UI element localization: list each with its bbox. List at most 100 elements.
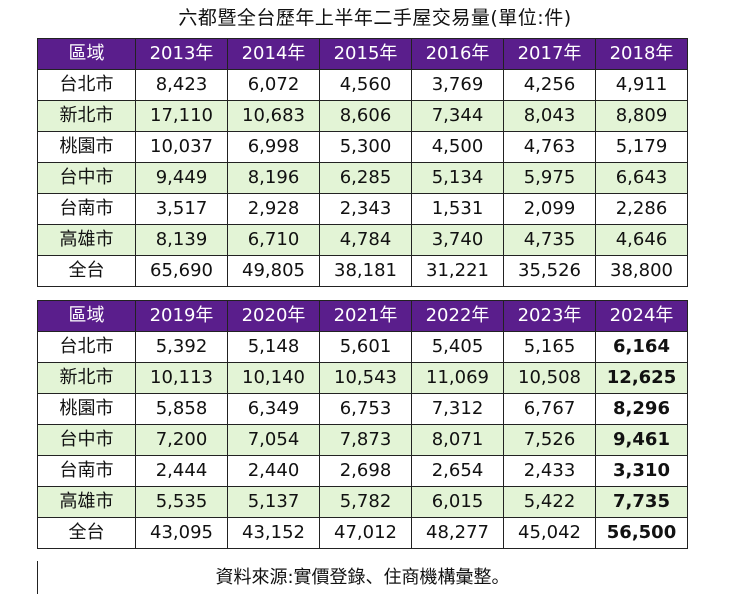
table-row: 新北市 17,110 10,683 8,606 7,344 8,043 8,809 bbox=[37, 100, 688, 132]
value-cell: 5,148 bbox=[227, 331, 320, 363]
transactions-table-2019-2024: 區域 2019年 2020年 2021年 2022年 2023年 2024年 台北市 5,39… bbox=[37, 300, 688, 549]
value-cell: 35,526 bbox=[503, 255, 596, 287]
value-cell: 2,444 bbox=[135, 455, 228, 487]
value-cell: 2,698 bbox=[319, 455, 412, 487]
table-header-row: 區域 2013年 2014年 2015年 2016年 2017年 2018年 bbox=[37, 38, 688, 70]
value-cell: 6,753 bbox=[319, 393, 412, 425]
value-cell: 8,043 bbox=[503, 100, 596, 132]
value-cell: 4,560 bbox=[319, 69, 412, 101]
year-column-header: 2018年 bbox=[595, 38, 688, 70]
table-row: 桃園市 5,858 6,349 6,753 7,312 6,767 8,296 bbox=[37, 393, 688, 425]
value-cell: 49,805 bbox=[227, 255, 320, 287]
table-row: 台南市 2,444 2,440 2,698 2,654 2,433 3,310 bbox=[37, 455, 688, 487]
value-cell: 8,196 bbox=[227, 162, 320, 194]
value-cell: 5,535 bbox=[135, 486, 228, 518]
value-cell: 6,998 bbox=[227, 131, 320, 163]
table-row: 台南市 3,517 2,928 2,343 1,531 2,099 2,286 bbox=[37, 193, 688, 225]
value-cell: 2,928 bbox=[227, 193, 320, 225]
value-cell: 7,735 bbox=[595, 486, 688, 518]
value-cell: 4,784 bbox=[319, 224, 412, 256]
value-cell: 2,343 bbox=[319, 193, 412, 225]
value-cell: 6,349 bbox=[227, 393, 320, 425]
year-column-header: 2021年 bbox=[319, 300, 412, 332]
value-cell: 2,286 bbox=[595, 193, 688, 225]
value-cell: 38,181 bbox=[319, 255, 412, 287]
region-cell: 桃園市 bbox=[37, 131, 136, 163]
value-cell: 4,646 bbox=[595, 224, 688, 256]
region-cell: 全台 bbox=[37, 255, 136, 287]
region-cell: 台中市 bbox=[37, 424, 136, 456]
value-cell: 8,606 bbox=[319, 100, 412, 132]
value-cell: 8,809 bbox=[595, 100, 688, 132]
value-cell: 6,643 bbox=[595, 162, 688, 194]
value-cell: 5,134 bbox=[411, 162, 504, 194]
value-cell: 2,440 bbox=[227, 455, 320, 487]
value-cell: 7,054 bbox=[227, 424, 320, 456]
region-cell: 台中市 bbox=[37, 162, 136, 194]
value-cell: 12,625 bbox=[595, 362, 688, 394]
value-cell: 10,543 bbox=[319, 362, 412, 394]
table-row: 新北市 10,113 10,140 10,543 11,069 10,508 12,625 bbox=[37, 362, 688, 394]
region-cell: 高雄市 bbox=[37, 486, 136, 518]
value-cell: 6,015 bbox=[411, 486, 504, 518]
value-cell: 31,221 bbox=[411, 255, 504, 287]
value-cell: 9,449 bbox=[135, 162, 228, 194]
value-cell: 8,423 bbox=[135, 69, 228, 101]
value-cell: 3,740 bbox=[411, 224, 504, 256]
value-cell: 6,164 bbox=[595, 331, 688, 363]
value-cell: 9,461 bbox=[595, 424, 688, 456]
value-cell: 7,526 bbox=[503, 424, 596, 456]
value-cell: 5,422 bbox=[503, 486, 596, 518]
value-cell: 5,858 bbox=[135, 393, 228, 425]
value-cell: 10,508 bbox=[503, 362, 596, 394]
region-cell: 新北市 bbox=[37, 100, 136, 132]
value-cell: 5,392 bbox=[135, 331, 228, 363]
year-column-header: 2024年 bbox=[595, 300, 688, 332]
table-row: 桃園市 10,037 6,998 5,300 4,500 4,763 5,179 bbox=[37, 131, 688, 163]
value-cell: 7,344 bbox=[411, 100, 504, 132]
page-title: 六都暨全台歷年上半年二手屋交易量(單位:件) bbox=[178, 7, 572, 29]
value-cell: 8,296 bbox=[595, 393, 688, 425]
year-column-header: 2019年 bbox=[135, 300, 228, 332]
value-cell: 6,767 bbox=[503, 393, 596, 425]
value-cell: 11,069 bbox=[411, 362, 504, 394]
table-row: 高雄市 5,535 5,137 5,782 6,015 5,422 7,735 bbox=[37, 486, 688, 518]
value-cell: 5,601 bbox=[319, 331, 412, 363]
value-cell: 3,517 bbox=[135, 193, 228, 225]
value-cell: 5,300 bbox=[319, 131, 412, 163]
value-cell: 2,654 bbox=[411, 455, 504, 487]
value-cell: 8,139 bbox=[135, 224, 228, 256]
value-cell: 2,099 bbox=[503, 193, 596, 225]
table-row: 台北市 8,423 6,072 4,560 3,769 4,256 4,911 bbox=[37, 69, 688, 101]
region-cell: 桃園市 bbox=[37, 393, 136, 425]
value-cell: 8,071 bbox=[411, 424, 504, 456]
year-column-header: 2017年 bbox=[503, 38, 596, 70]
year-column-header: 2016年 bbox=[411, 38, 504, 70]
value-cell: 5,165 bbox=[503, 331, 596, 363]
year-column-header: 2013年 bbox=[135, 38, 228, 70]
table-row: 高雄市 8,139 6,710 4,784 3,740 4,735 4,646 bbox=[37, 224, 688, 256]
value-cell: 6,285 bbox=[319, 162, 412, 194]
value-cell: 43,095 bbox=[135, 517, 228, 549]
value-cell: 4,763 bbox=[503, 131, 596, 163]
value-cell: 10,140 bbox=[227, 362, 320, 394]
table-row: 全台 65,690 49,805 38,181 31,221 35,526 38,800 bbox=[37, 255, 688, 287]
source-note: 資料來源:實價登錄、住商機構彙整。 bbox=[37, 561, 687, 594]
value-cell: 10,037 bbox=[135, 131, 228, 163]
value-cell: 4,500 bbox=[411, 131, 504, 163]
region-cell: 台南市 bbox=[37, 193, 136, 225]
value-cell: 2,433 bbox=[503, 455, 596, 487]
table-row: 台中市 7,200 7,054 7,873 8,071 7,526 9,461 bbox=[37, 424, 688, 456]
table-row: 全台 43,095 43,152 47,012 48,277 45,042 56,500 bbox=[37, 517, 688, 549]
value-cell: 47,012 bbox=[319, 517, 412, 549]
value-cell: 4,256 bbox=[503, 69, 596, 101]
table-row: 台北市 5,392 5,148 5,601 5,405 5,165 6,164 bbox=[37, 331, 688, 363]
region-cell: 台北市 bbox=[37, 69, 136, 101]
table-row: 台中市 9,449 8,196 6,285 5,134 5,975 6,643 bbox=[37, 162, 688, 194]
value-cell: 65,690 bbox=[135, 255, 228, 287]
value-cell: 7,200 bbox=[135, 424, 228, 456]
region-cell: 台北市 bbox=[37, 331, 136, 363]
region-cell: 新北市 bbox=[37, 362, 136, 394]
year-column-header: 2020年 bbox=[227, 300, 320, 332]
value-cell: 5,975 bbox=[503, 162, 596, 194]
